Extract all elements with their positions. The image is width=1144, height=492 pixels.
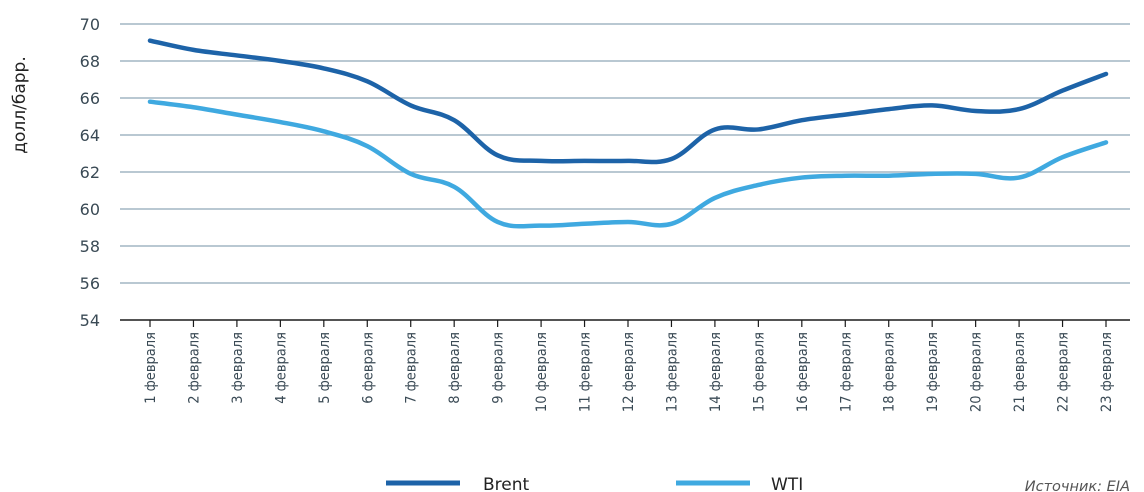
grid-lines xyxy=(120,23,1130,284)
y-tick-label: 54 xyxy=(80,311,100,330)
source-note: Источник: EIA xyxy=(1025,479,1130,492)
x-tick-label: 21 февраля xyxy=(1012,332,1028,412)
x-tick-label: 12 февраля xyxy=(621,332,637,412)
x-tick-label: 23 февраля xyxy=(1099,332,1115,412)
x-tick-label: 10 февраля xyxy=(534,332,550,412)
x-tick-label: 9 февраля xyxy=(491,332,507,404)
x-tick-label: 14 февраля xyxy=(708,332,724,412)
x-tick-label: 3 февраля xyxy=(230,332,246,404)
legend: Brent WTI xyxy=(386,475,803,492)
x-tick-label: 20 февраля xyxy=(969,332,985,412)
x-tick-label: 8 февраля xyxy=(447,332,463,404)
x-tick-label: 6 февраля xyxy=(360,332,376,404)
y-tick-label: 60 xyxy=(80,200,100,219)
legend-wti-label: WTI xyxy=(771,475,803,492)
x-tick-label: 22 февраля xyxy=(1056,332,1072,412)
x-tick-label: 18 февраля xyxy=(882,332,898,412)
x-tick-label: 1 февраля xyxy=(143,332,159,404)
y-tick-label: 68 xyxy=(80,52,100,71)
legend-brent-label: Brent xyxy=(483,475,530,492)
x-tick-label: 13 февраля xyxy=(664,332,680,412)
y-axis-label: долл/барр. xyxy=(10,56,30,154)
x-tick-label: 5 февраля xyxy=(317,332,333,404)
x-tick-label: 2 февраля xyxy=(186,332,202,404)
y-tick-label: 58 xyxy=(80,237,100,256)
x-axis-ticks: 1 февраля 2 февраля 3 февраля 4 февраля 5 фе… xyxy=(143,332,1115,412)
x-axis xyxy=(120,319,1130,327)
y-tick-label: 62 xyxy=(80,163,100,182)
series-wti-line xyxy=(147,99,1109,229)
series-lines xyxy=(147,38,1109,229)
x-tick-label: 16 февраля xyxy=(795,332,811,412)
y-tick-label: 56 xyxy=(80,274,100,293)
y-tick-label: 70 xyxy=(80,15,100,34)
y-axis-ticks: 54 56 58 60 62 64 66 68 70 xyxy=(80,15,100,330)
x-tick-label: 17 февраля xyxy=(838,332,854,412)
series-brent-line xyxy=(147,38,1109,165)
x-tick-label: 11 февраля xyxy=(578,332,594,412)
x-tick-label: 4 февраля xyxy=(273,332,289,404)
y-tick-label: 66 xyxy=(80,89,100,108)
x-tick-label: 15 февраля xyxy=(751,332,767,412)
x-tick-label: 7 февраля xyxy=(404,332,420,404)
x-tick-label: 19 февраля xyxy=(925,332,941,412)
y-tick-label: 64 xyxy=(80,126,100,145)
